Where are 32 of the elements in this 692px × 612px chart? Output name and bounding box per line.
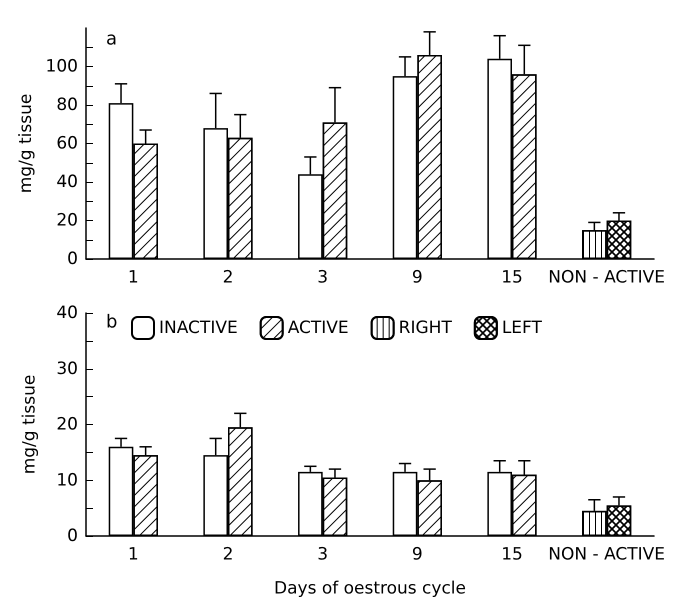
x-axis-title: Days of oestrous cycle	[274, 578, 466, 598]
x-tick-label: 1	[128, 268, 139, 288]
y-axis-title: mg/g tissue	[20, 374, 40, 474]
x-tick-label: 2	[222, 544, 234, 564]
y-tick-label: 60	[56, 134, 78, 154]
x-tick-label: 9	[412, 268, 423, 288]
x-tick-label: NON - ACTIVE	[548, 544, 666, 564]
y-tick-label: 20	[56, 414, 78, 434]
y-tick-label: 10	[56, 470, 78, 490]
x-tick-label: 2	[222, 268, 234, 288]
y-tick-label: 40	[56, 172, 78, 192]
y-tick-label: 30	[56, 358, 78, 379]
x-tick-label: 3	[317, 544, 328, 564]
y-tick-label: 20	[56, 210, 78, 230]
y-tick-label: 80	[56, 95, 78, 115]
x-tick-label: NON - ACTIVE	[548, 268, 666, 288]
y-tick-label: 40	[56, 303, 78, 323]
x-tick-label: 15	[501, 544, 523, 564]
y-tick-label: 0	[67, 526, 78, 546]
legend-label: INACTIVE	[159, 318, 238, 338]
y-tick-label: 100	[46, 56, 78, 76]
annotation: b	[106, 312, 118, 332]
legend-label: LEFT	[502, 318, 543, 338]
y-tick-label: 0	[67, 249, 78, 269]
annotation: a	[106, 28, 118, 50]
x-tick-label: 1	[128, 544, 139, 564]
x-tick-label: 9	[412, 544, 423, 564]
x-tick-label: 3	[317, 268, 328, 288]
y-axis-title: mg/g tissue	[16, 94, 36, 194]
legend-label: ACTIVE	[288, 318, 349, 338]
legend-label: RIGHT	[398, 318, 452, 338]
x-tick-label: 15	[501, 268, 523, 288]
